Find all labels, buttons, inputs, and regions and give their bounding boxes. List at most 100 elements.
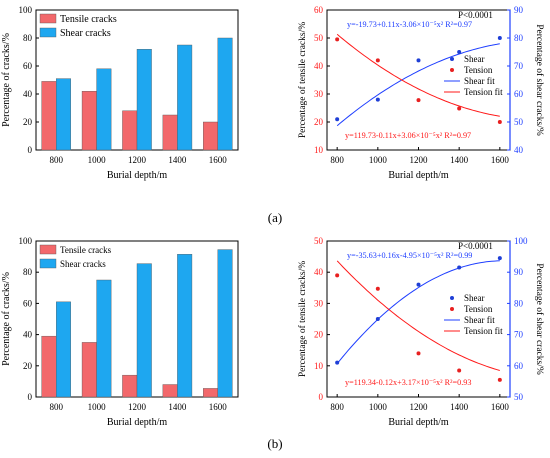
x-tick-label: 800	[330, 402, 344, 412]
x-tick-label: 1200	[128, 402, 147, 412]
tension-point	[375, 286, 380, 291]
tension-fit-equation: y=119.73-0.11x+3.06×10⁻⁵x² R²=0.97	[345, 131, 471, 140]
shear-bar	[136, 263, 152, 398]
shear-point	[375, 317, 380, 321]
tensile-bar	[41, 335, 57, 398]
y-tick-label: 10	[314, 145, 324, 155]
x-tick-label: 1000	[88, 155, 107, 165]
y-tick-label: 20	[314, 330, 324, 340]
y-tick-label: 30	[314, 89, 324, 99]
legend-swatch	[39, 27, 57, 38]
tension-point	[497, 120, 502, 124]
x-tick-label: 1200	[128, 155, 147, 165]
x-axis-label: Burial depth/m	[107, 170, 167, 181]
tension-fit-equation: y=119.34-0.12x+3.17×10⁻⁵x² R²=0.93	[345, 378, 471, 387]
y-axis-label: Percentage of tensile cracks/%	[297, 22, 308, 138]
y2-tick-label: 50	[514, 117, 524, 127]
y2-tick-label: 70	[514, 61, 524, 71]
x-tick-label: 1200	[410, 402, 429, 412]
tension-point	[335, 273, 340, 278]
shear-bar	[217, 37, 233, 151]
x-tick-label: 1000	[369, 402, 388, 412]
legend-label: Shear	[464, 54, 485, 64]
shear-fit-equation: y=-35.63+0.16x-4.95×10⁻⁵x² R²=0.99	[347, 251, 472, 260]
y-tick-label: 40	[314, 61, 324, 71]
legend-label: Shear cracks	[60, 28, 111, 39]
shear-fit-line	[336, 43, 500, 127]
shear-bar	[177, 44, 193, 151]
legend-label: Tension fit	[464, 87, 503, 97]
shear-point	[457, 265, 462, 270]
bar-chart-b: 0 20 40 60 80 100 800 1000 1200 1400 1600 Burial de…	[1, 236, 239, 428]
shear-fit-line	[336, 260, 500, 364]
legend-label: Tension fit	[464, 326, 503, 336]
shear-point	[335, 360, 340, 365]
y2-tick-label: 60	[514, 89, 524, 99]
y-tick-label: 30	[314, 298, 324, 308]
legend-label: Tension	[464, 65, 493, 75]
shear-point	[497, 36, 502, 40]
y-axis-label: Percentage of cracks/%	[1, 33, 12, 127]
tensile-bar	[41, 81, 57, 151]
y-tick-label: 80	[23, 33, 33, 43]
shear-bar	[177, 254, 193, 398]
legend-label: Shear	[464, 293, 485, 303]
shear-fit-equation: y=-19.73+0.11x-3.06×10⁻⁵x² R²=0.97	[347, 20, 472, 29]
y-tick-label: 40	[314, 267, 324, 277]
scatter-chart-b: 800 1000 1200 1400 1600 0 10 20 30 40 50 50 60 70 80 90…	[297, 236, 545, 428]
y-tick-label: 0	[28, 392, 33, 402]
legend-label: Shear cracks	[60, 259, 106, 269]
shear-bar	[96, 279, 112, 398]
y-axis-label: Percentage of tensile cracks/%	[297, 261, 308, 377]
legend-label: Shear fit	[464, 315, 495, 325]
tension-point	[497, 377, 502, 382]
y2-tick-label: 80	[514, 298, 524, 308]
y2-tick-label: 40	[514, 145, 524, 155]
x-tick-label: 1200	[410, 155, 429, 165]
p-value-annotation: P<0.0001	[458, 10, 493, 20]
x-tick-label: 800	[49, 402, 63, 412]
y2-tick-label: 50	[514, 392, 524, 402]
y-axis-label: Percentage of cracks/%	[1, 272, 12, 366]
legend-marker	[450, 296, 454, 300]
legend-label: Tensile cracks	[60, 14, 117, 25]
y-tick-label: 40	[23, 89, 33, 99]
tensile-bar	[203, 388, 218, 398]
shear-point	[416, 282, 421, 287]
x-tick-label: 1400	[168, 155, 187, 165]
tension-fit-line	[336, 33, 500, 117]
x-axis-label: Burial depth/m	[388, 417, 448, 428]
x-tick-label: 1400	[168, 402, 187, 412]
legend-swatch	[39, 244, 57, 255]
x-axis-label: Burial depth/m	[107, 417, 167, 428]
tensile-bar	[122, 110, 138, 151]
shear-bar	[136, 49, 152, 151]
panel-label-a: (a)	[268, 210, 282, 225]
shear-point	[497, 256, 502, 261]
x-tick-label: 800	[49, 155, 63, 165]
x-tick-label: 1600	[209, 155, 228, 165]
legend-label: Tensile cracks	[60, 245, 112, 255]
shear-bar	[96, 68, 112, 151]
y-tick-label: 50	[314, 33, 324, 43]
x-tick-label: 1400	[450, 155, 469, 165]
y2-tick-label: 70	[514, 330, 524, 340]
y-tick-label: 20	[23, 361, 33, 371]
bar-chart-a: 0 20 40 60 80 100 800 1000 1200 1400 1600 Burial de…	[1, 5, 239, 181]
legend-swatch	[39, 13, 57, 24]
tensile-bar	[162, 384, 178, 398]
tensile-bar	[122, 374, 138, 398]
legend-swatch	[39, 258, 57, 269]
legend-label: Tension	[464, 304, 493, 314]
y-tick-label: 20	[314, 117, 324, 127]
tensile-bar	[81, 90, 97, 151]
shear-bar	[56, 78, 71, 151]
x-tick-label: 1600	[491, 402, 510, 412]
y-tick-label: 80	[23, 267, 33, 277]
shear-point	[335, 117, 340, 122]
y-tick-label: 100	[19, 5, 33, 15]
y2-axis-label: Percentage of shear cracks/%	[534, 263, 545, 375]
legend-marker	[450, 68, 454, 72]
tensile-bar	[203, 121, 218, 151]
y2-tick-label: 100	[514, 236, 528, 246]
